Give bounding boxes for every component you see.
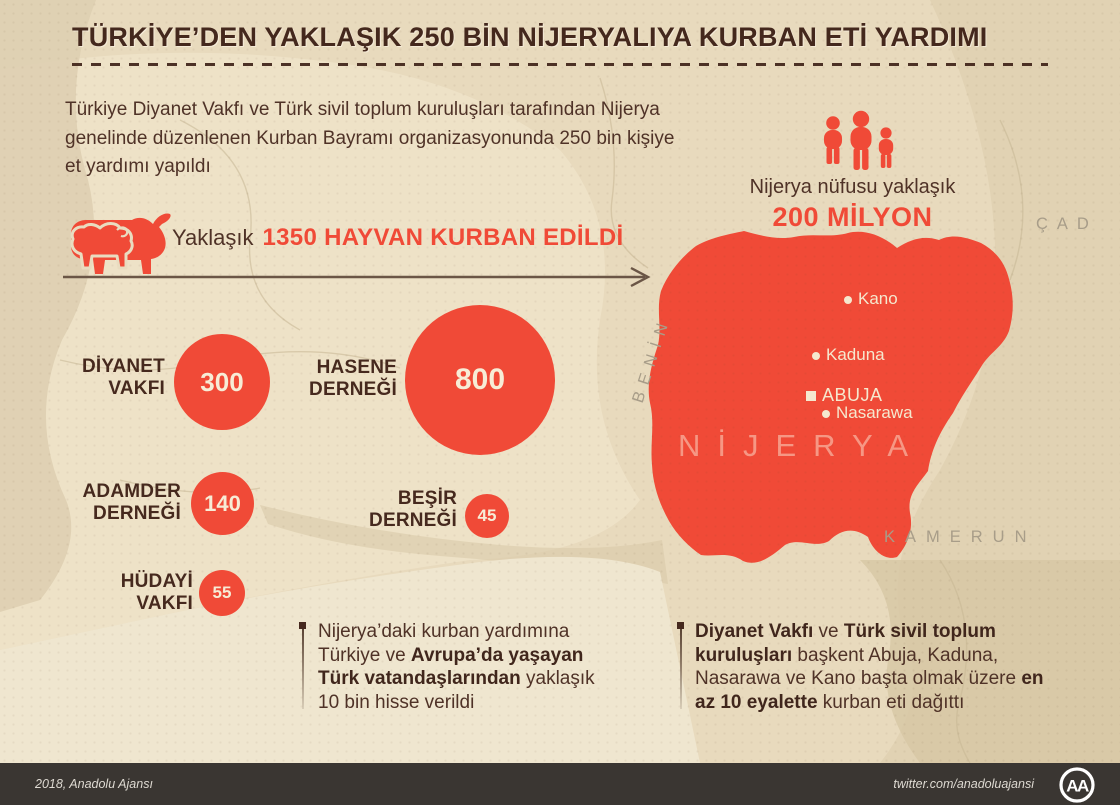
city-marker-kaduna [812, 352, 820, 360]
footer-twitter-handle: twitter.com/anadoluajansi [893, 777, 1034, 791]
page-title: TÜRKİYE’DEN YAKLAŞIK 250 BİN NİJERYALIYA… [72, 22, 988, 52]
neighbor-label-kamerun: KAMERUN [884, 528, 1037, 546]
country-label-nijerya: NİJERYA [678, 428, 926, 463]
pin-marker-icon [299, 622, 306, 709]
sacrifice-headline: Yaklaşık 1350 HAYVAN KURBAN EDİLDİ [172, 224, 623, 252]
org-bubble-hasene-dernegi: 800 [405, 305, 555, 455]
people-icon [824, 110, 894, 170]
sacrifice-prefix: Yaklaşık [172, 225, 254, 250]
pin-marker-icon [677, 622, 684, 709]
city-label-abuja: ABUJA [822, 385, 883, 405]
neighbor-label-cad: ÇAD [1036, 215, 1098, 233]
svg-text:AA: AA [1066, 777, 1089, 796]
population-label: Nijerya nüfusu yaklaşık [749, 176, 956, 198]
note-text: başkent Abuja, Kaduna, Nasarawa ve Kano … [695, 644, 1022, 690]
note-text: yaklaşık 10 bin hisse verildi [318, 668, 595, 713]
bg-ocean [0, 556, 700, 763]
note-text: kurban eti dağıttı [817, 691, 965, 713]
neighbor-label-benin: BENİN [628, 313, 675, 406]
note-distribution: Diyanet Vakfı ve Türk sivil toplum kurul… [695, 620, 1049, 714]
note-text-bold: Avrupa’da yaşayan Türk vatandaşlarından [318, 644, 584, 690]
bull-and-sheep-icon [70, 213, 171, 274]
org-label-hasene-dernegi: HASENE DERNEĞİ [309, 357, 397, 400]
note-text: ve [813, 621, 844, 642]
bg-coast-strip [0, 0, 96, 612]
intro-paragraph: Türkiye Diyanet Vakfı ve Türk sivil topl… [65, 99, 675, 177]
city-label-kano: Kano [858, 289, 898, 308]
note-text: Nijerya’daki kurban yardımına Türkiye ve [318, 621, 570, 666]
population-block: Nijerya nüfusu yaklaşık 200 MİLYON [715, 176, 990, 233]
org-bubble-adamder-dernegi: 140 [191, 472, 254, 535]
note-text-bold: Türk sivil toplum kuruluşları [695, 621, 996, 666]
note-shares: Nijerya’daki kurban yardımına Türkiye ve… [318, 620, 602, 714]
note-text-bold: en az 10 eyalette [695, 668, 1044, 713]
org-label-diyanet-vakfi: DİYANET VAKFI [81, 356, 165, 399]
dashed-divider [72, 63, 1048, 66]
capital-marker-abuja [806, 391, 816, 401]
org-bubble-hudayi-vakfi: 55 [199, 570, 245, 616]
org-bubble-besir-dernegi: 45 [465, 494, 509, 538]
city-marker-kano [844, 296, 852, 304]
anadolu-agency-logo: AA [1056, 764, 1098, 805]
population-value: 200 MİLYON [772, 202, 933, 232]
org-label-hudayi-vakfi: HÜDAYİ VAKFI [120, 571, 193, 614]
city-marker-nasarawa [822, 410, 830, 418]
footer-bar: 2018, Anadolu Ajansı twitter.com/anadolu… [0, 763, 1120, 805]
footer-credit: 2018, Anadolu Ajansı [35, 777, 153, 791]
city-label-nasarawa: Nasarawa [836, 403, 913, 422]
org-label-besir-dernegi: BEŞİR DERNEĞİ [369, 488, 457, 531]
org-label-adamder-dernegi: ADAMDER DERNEĞİ [82, 481, 181, 524]
flow-arrow [63, 266, 651, 288]
nigeria-shape [648, 231, 1013, 563]
note-text-bold: Diyanet Vakfı [695, 621, 814, 642]
sacrifice-highlight: 1350 HAYVAN KURBAN EDİLDİ [262, 224, 624, 251]
city-label-kaduna: Kaduna [826, 345, 885, 364]
org-bubble-diyanet-vakfi: 300 [174, 334, 270, 430]
bg-region-cameroon [860, 560, 1120, 763]
